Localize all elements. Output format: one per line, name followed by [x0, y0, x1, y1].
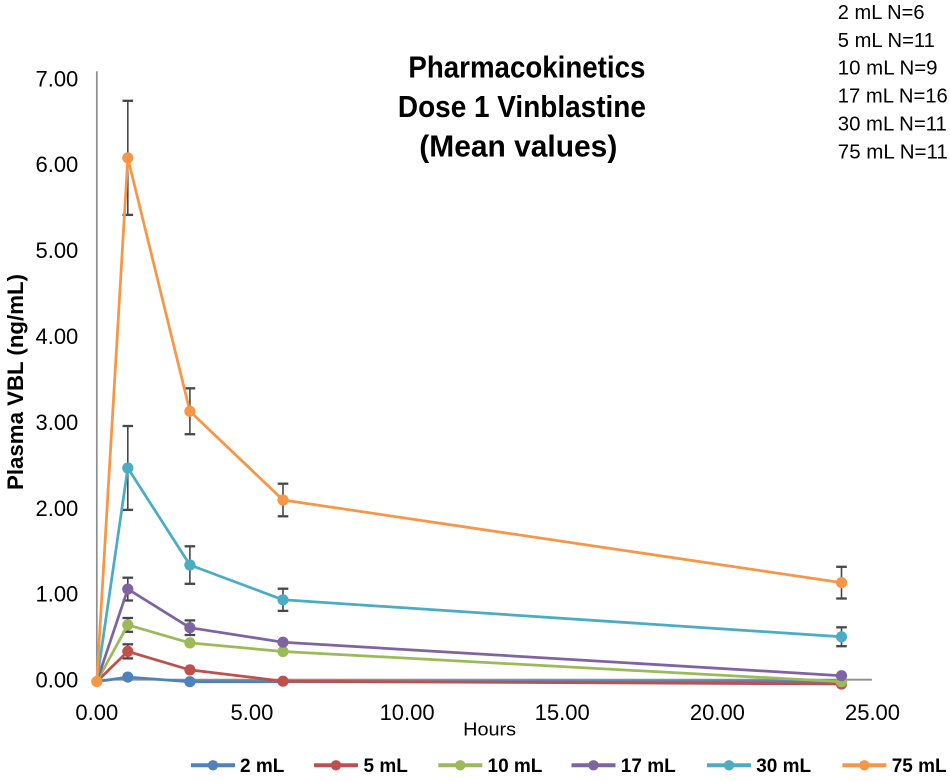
svg-text:Dose 1 Vinblastine: Dose 1 Vinblastine	[398, 89, 646, 124]
svg-text:Plasma VBL (ng/mL): Plasma VBL (ng/mL)	[3, 274, 28, 490]
svg-text:3.00: 3.00	[35, 410, 78, 435]
svg-text:5 mL N=11: 5 mL N=11	[838, 29, 935, 52]
svg-text:(Mean values): (Mean values)	[419, 128, 617, 163]
svg-text:75 mL: 75 mL	[892, 756, 947, 777]
svg-text:4.00: 4.00	[35, 324, 78, 349]
svg-text:17 mL N=16: 17 mL N=16	[838, 85, 948, 108]
svg-text:6.00: 6.00	[35, 152, 78, 177]
svg-text:7.00: 7.00	[35, 66, 78, 91]
svg-text:30 mL: 30 mL	[756, 756, 811, 777]
svg-text:2 mL: 2 mL	[240, 756, 285, 777]
svg-text:5 mL: 5 mL	[364, 756, 409, 777]
svg-text:0.00: 0.00	[35, 668, 78, 693]
svg-text:Pharmacokinetics: Pharmacokinetics	[408, 49, 645, 84]
svg-text:30 mL N=11: 30 mL N=11	[838, 113, 947, 136]
svg-text:75 mL N=11: 75 mL N=11	[838, 140, 948, 163]
svg-text:5.00: 5.00	[230, 700, 273, 725]
svg-text:2.00: 2.00	[35, 496, 78, 521]
svg-text:25.00: 25.00	[845, 700, 900, 725]
svg-text:20.00: 20.00	[690, 700, 745, 725]
svg-text:0.00: 0.00	[75, 700, 118, 725]
svg-text:15.00: 15.00	[535, 700, 590, 725]
svg-text:1.00: 1.00	[35, 582, 78, 607]
svg-text:10.00: 10.00	[380, 700, 435, 725]
svg-text:2 mL N=6: 2 mL N=6	[838, 1, 925, 24]
svg-text:10 mL N=9: 10 mL N=9	[838, 57, 938, 80]
svg-text:10 mL: 10 mL	[488, 756, 543, 777]
svg-text:5.00: 5.00	[35, 238, 78, 263]
svg-text:17 mL: 17 mL	[621, 756, 676, 777]
svg-text:Hours: Hours	[463, 720, 516, 740]
